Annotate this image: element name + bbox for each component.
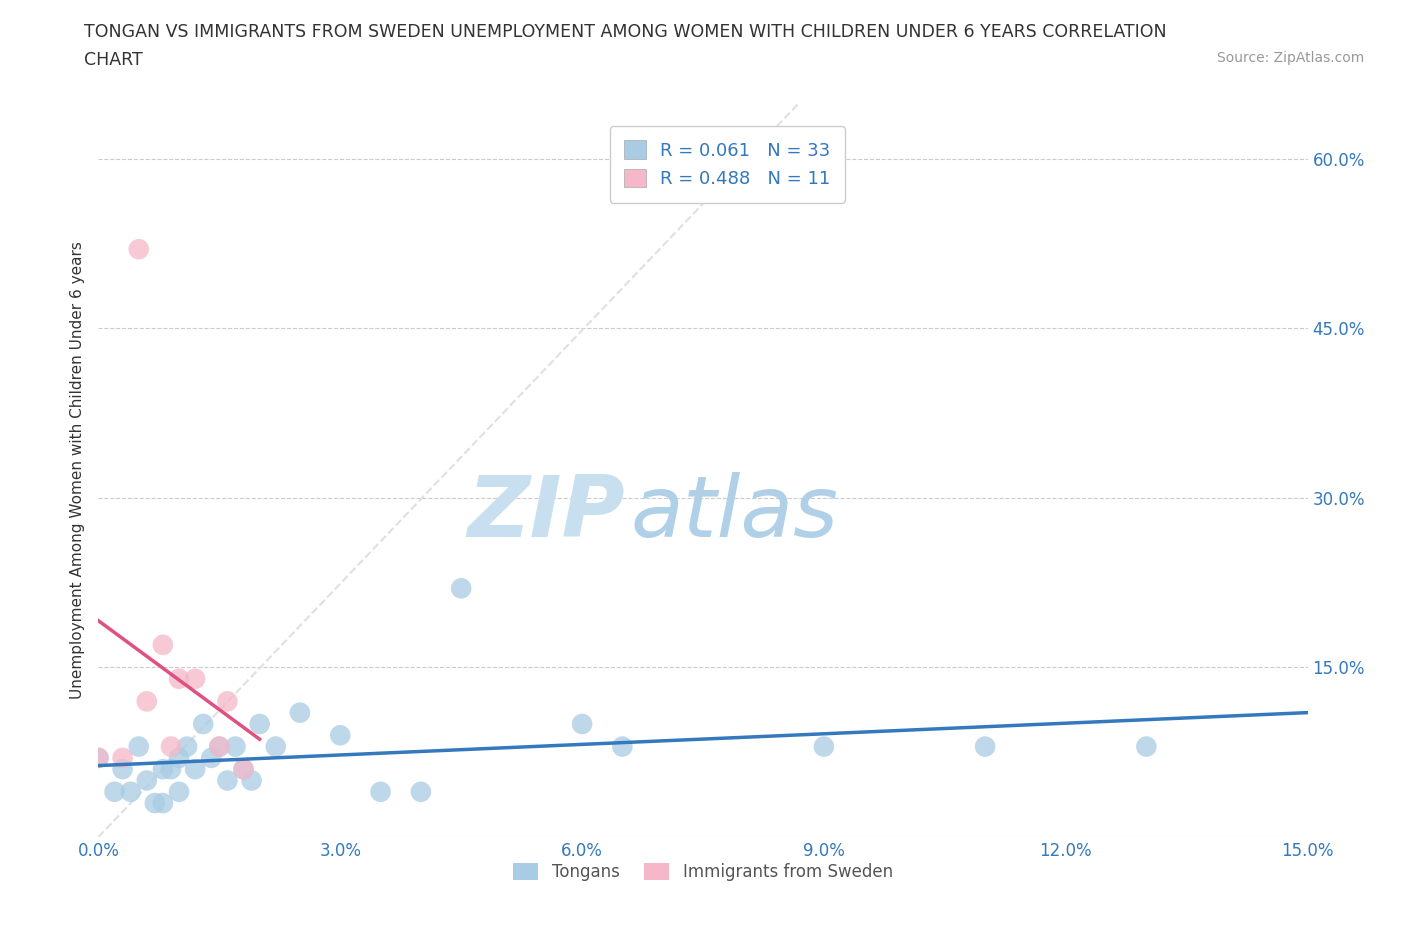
Point [152,762,174,777]
Point [143,796,166,811]
Point [111,751,134,765]
Point [167,671,190,686]
Point [184,762,207,777]
Point [135,694,157,709]
Point [160,762,183,777]
Point [240,773,263,788]
Point [152,637,174,652]
Point [249,716,271,731]
Point [217,694,239,709]
Point [1135,739,1157,754]
Point [217,773,239,788]
Text: TONGAN VS IMMIGRANTS FROM SWEDEN UNEMPLOYMENT AMONG WOMEN WITH CHILDREN UNDER 6 : TONGAN VS IMMIGRANTS FROM SWEDEN UNEMPLO… [84,23,1167,41]
Point [184,671,207,686]
Point [160,739,183,754]
Point [167,751,190,765]
Point [87,751,110,765]
Point [329,728,352,743]
Point [370,784,392,799]
Point [111,762,134,777]
Point [87,751,110,765]
Point [167,784,190,799]
Point [103,784,125,799]
Text: Source: ZipAtlas.com: Source: ZipAtlas.com [1216,51,1364,65]
Text: atlas: atlas [630,472,838,555]
Point [135,773,157,788]
Point [176,739,198,754]
Point [409,784,432,799]
Point [571,716,593,731]
Point [813,739,835,754]
Point [264,739,287,754]
Point [208,739,231,754]
Text: CHART: CHART [84,51,143,69]
Legend: Tongans, Immigrants from Sweden: Tongans, Immigrants from Sweden [506,856,900,887]
Point [288,705,311,720]
Point [128,242,150,257]
Point [450,581,472,596]
Point [120,784,142,799]
Point [128,739,150,754]
Y-axis label: Unemployment Among Women with Children Under 6 years: Unemployment Among Women with Children U… [69,241,84,698]
Point [193,716,215,731]
Point [208,739,231,754]
Point [224,739,246,754]
Point [152,796,174,811]
Point [612,739,634,754]
Point [232,762,254,777]
Point [974,739,997,754]
Point [200,751,222,765]
Text: ZIP: ZIP [467,472,624,555]
Point [232,762,254,777]
